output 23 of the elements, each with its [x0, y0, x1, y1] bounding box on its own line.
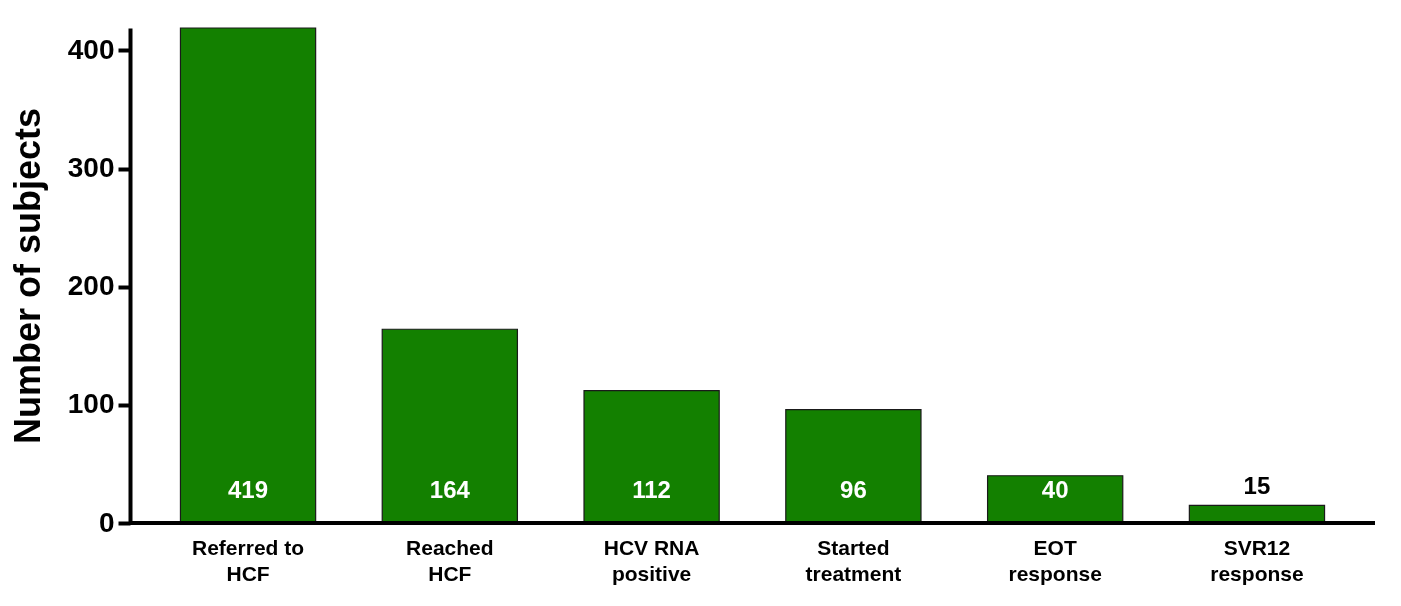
bar — [583, 390, 720, 524]
bar — [381, 328, 519, 524]
data-label: 164 — [429, 476, 471, 503]
x-tick-label: Referred to HCF — [192, 535, 305, 585]
data-label: 15 — [1243, 472, 1271, 500]
x-tick-label: EOT response — [1008, 535, 1102, 585]
x-tick-label: HCV RNA positive — [603, 535, 700, 585]
y-tick-label: 200 — [67, 270, 115, 302]
data-label: 96 — [840, 476, 867, 503]
y-tick-label: 400 — [67, 33, 115, 65]
bar — [179, 27, 317, 524]
x-tick-label: SVR12 response — [1210, 535, 1304, 585]
y-tick-label: 100 — [67, 388, 115, 420]
bar — [785, 408, 922, 524]
y-tick-label: 0 — [98, 506, 115, 538]
data-label: 40 — [1041, 476, 1069, 503]
y-axis-title: Number of subjects — [6, 107, 48, 445]
data-label: 419 — [228, 476, 269, 503]
x-tick-label: Started treatment — [805, 535, 902, 585]
x-tick-label: Reached HCF — [406, 535, 494, 585]
bar — [986, 475, 1124, 524]
y-tick-label: 300 — [67, 152, 115, 184]
data-label: 112 — [632, 476, 671, 503]
